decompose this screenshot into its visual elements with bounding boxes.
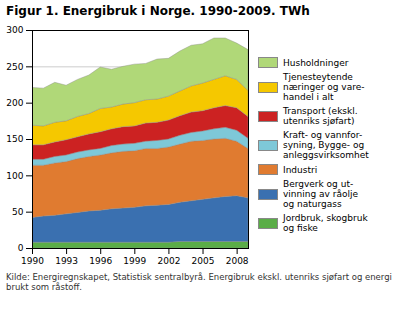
html-text:Kraft- og vannfor- syning, Byg: Kraft- og vannfor- syning, Bygge- og anl… (283, 130, 369, 160)
html-text:Tjenesteytende næringer og var: Tjenesteytende næringer og vare- handel … (283, 72, 365, 102)
svg-text:250: 250 (6, 62, 23, 72)
svg-text:2002: 2002 (157, 256, 180, 266)
html-text:Figur 1. Energibruk i Norge. 1: Figur 1. Energibruk i Norge. 1990-2009. … (6, 4, 310, 18)
svg-text:150: 150 (6, 134, 23, 144)
svg-text:300: 300 (6, 25, 23, 35)
svg-text:1996: 1996 (89, 256, 112, 266)
html-text:Bergverk og ut- vinning av råo: Bergverk og ut- vinning av råolje og nat… (283, 179, 358, 209)
html-text:Kilde: Energiregnskapet, Stati: Kilde: Energiregnskapet, Statistisk sent… (6, 272, 392, 292)
html-text:Husholdninger: Husholdninger (283, 57, 349, 68)
svg-text:200: 200 (6, 98, 23, 108)
svg-text:2005: 2005 (192, 256, 215, 266)
html-text:Jordbruk, skogbruk og fiske: Jordbruk, skogbruk og fiske (283, 213, 368, 233)
html-text:Transport (ekskl. utenriks sjø: Transport (ekskl. utenriks sjøfart) (283, 106, 358, 126)
svg-text:100: 100 (6, 171, 23, 181)
svg-text:50: 50 (12, 207, 24, 217)
svg-text:1990: 1990 (21, 256, 44, 266)
svg-text:2008: 2008 (226, 256, 249, 266)
svg-text:1993: 1993 (55, 256, 78, 266)
svg-text:0: 0 (18, 243, 24, 253)
html-text:Industri: Industri (283, 164, 318, 175)
svg-text:1999: 1999 (123, 256, 146, 266)
